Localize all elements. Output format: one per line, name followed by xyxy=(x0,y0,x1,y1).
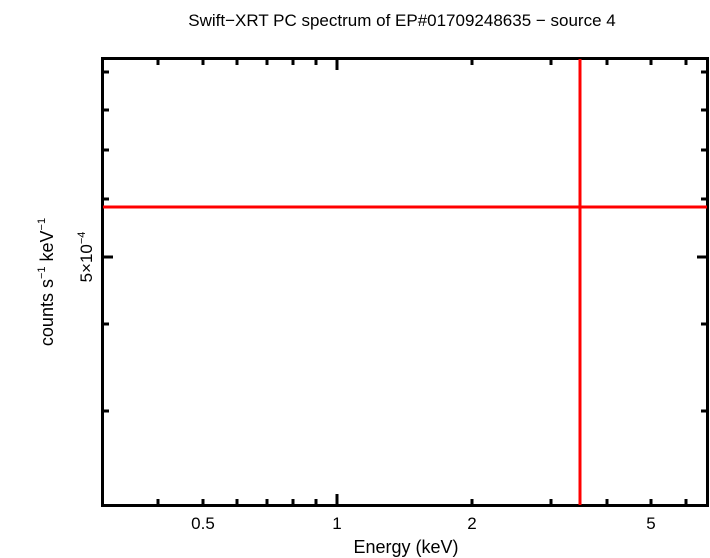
x-tick-label-5: 5 xyxy=(646,514,655,533)
y-tick-exponent: −4 xyxy=(76,232,88,245)
x-axis-label: Energy (keV) xyxy=(353,537,458,557)
y-label-counts: counts s xyxy=(37,279,57,346)
svg-text:counts s−1 keV−1: counts s−1 keV−1 xyxy=(36,218,57,346)
chart-title: Swift−XRT PC spectrum of EP#01709248635 … xyxy=(188,11,615,30)
y-label-kev: keV xyxy=(37,230,57,266)
y-label-sup2: −1 xyxy=(36,218,48,231)
y-axis-label: counts s−1 keV−1 xyxy=(36,218,57,346)
x-tick-label-2: 2 xyxy=(467,514,476,533)
y-axis-ticks-left xyxy=(103,70,113,413)
y-tick-base: 5×10 xyxy=(77,244,96,282)
plot-frame xyxy=(101,57,709,507)
x-tick-label-0.5: 0.5 xyxy=(191,514,215,533)
y-label-sup1: −1 xyxy=(36,266,48,279)
y-axis-ticks-right xyxy=(697,70,707,413)
x-axis-ticks-top xyxy=(156,59,688,70)
x-axis-ticks-bottom xyxy=(156,494,688,505)
x-tick-label-1: 1 xyxy=(332,514,341,533)
y-tick-label: 5×10−4 xyxy=(76,232,96,283)
svg-text:5×10−4: 5×10−4 xyxy=(76,232,96,283)
